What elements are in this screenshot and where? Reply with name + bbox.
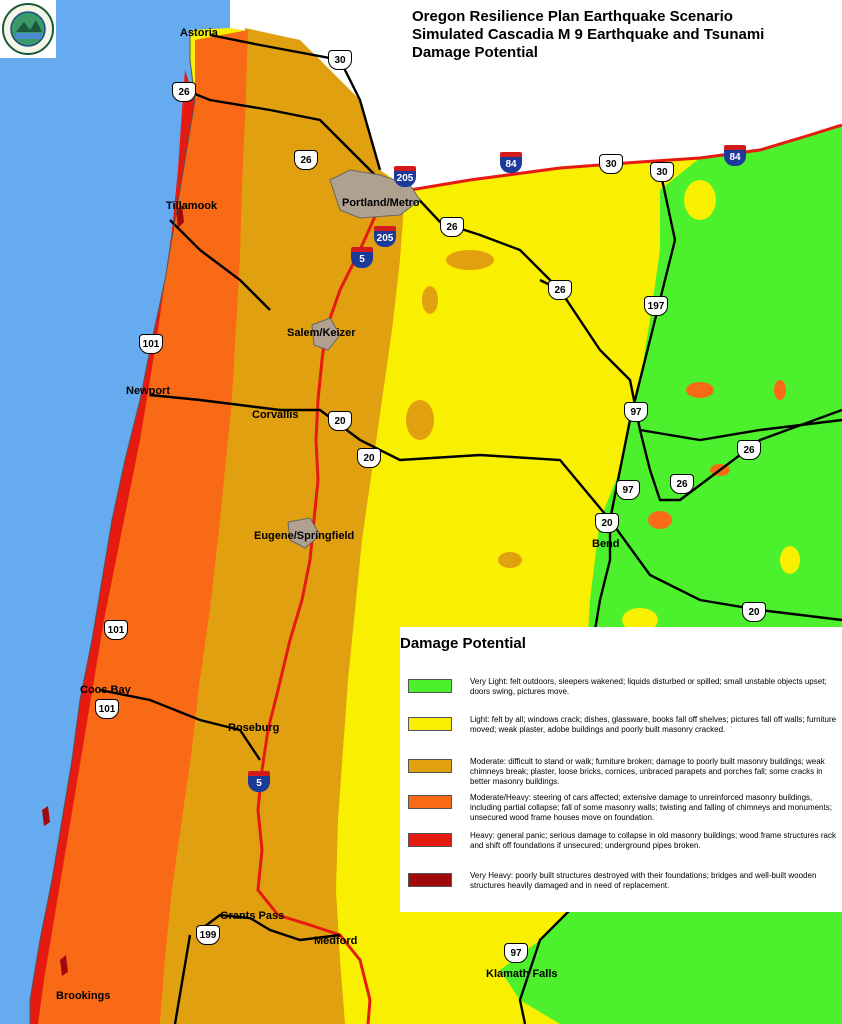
city-label: Brookings xyxy=(56,990,111,1002)
us-route-shield: 30 xyxy=(328,50,352,70)
us-route-shield: 20 xyxy=(357,448,381,468)
zone-heavy xyxy=(30,70,195,1024)
coastline xyxy=(29,30,196,1024)
title-line-2: Simulated Cascadia M 9 Earthquake and Ts… xyxy=(412,26,765,43)
city-label: Medford xyxy=(314,935,358,947)
moderate-heavy-patches xyxy=(648,380,786,529)
city-label: Grants Pass xyxy=(220,910,285,922)
legend-swatch xyxy=(408,795,452,809)
us-route-shield: 30 xyxy=(599,154,623,174)
legend-text: Very Heavy: poorly built structures dest… xyxy=(470,871,817,890)
city-label: Newport xyxy=(126,385,170,397)
interstate-shield: 205 xyxy=(394,166,416,187)
city-label: Astoria xyxy=(180,27,218,39)
seal-icon xyxy=(2,3,54,55)
city-label: Tillamook xyxy=(166,200,218,212)
interstate-shield: 84 xyxy=(500,152,522,173)
us-route-shield: 97 xyxy=(624,402,648,422)
city-label: Salem/Keizer xyxy=(287,327,356,339)
us-route-shield: 20 xyxy=(742,602,766,622)
us-route-shield: 26 xyxy=(172,82,196,102)
washington-area xyxy=(230,0,842,190)
highways xyxy=(99,33,842,1024)
us-route-shield: 26 xyxy=(548,280,572,300)
damage-patches xyxy=(406,250,522,568)
city-label: Roseburg xyxy=(228,722,280,734)
oregon-seal-logo xyxy=(0,0,56,58)
legend-swatch xyxy=(408,679,452,693)
map-title: Oregon Resilience Plan Earthquake Scenar… xyxy=(412,8,832,62)
legend-text: Very Light: felt outdoors, sleepers wake… xyxy=(470,677,827,696)
interstate-5-route xyxy=(256,204,382,1024)
city-label: Klamath Falls xyxy=(486,968,558,980)
us-route-shield: 97 xyxy=(504,943,528,963)
title-line-1: Oregon Resilience Plan Earthquake Scenar… xyxy=(412,8,733,25)
yellow-patches-east xyxy=(622,180,800,632)
legend-text: Light: felt by all; windows crack; dishe… xyxy=(470,715,837,734)
interstate-shield: 84 xyxy=(724,145,746,166)
interstate-84-route xyxy=(409,123,842,192)
legend-swatch xyxy=(408,717,452,731)
us-route-shield: 199 xyxy=(196,925,220,945)
title-line-3: Damage Potential xyxy=(412,44,538,61)
us-route-shield: 26 xyxy=(737,440,761,460)
us-route-shield: 26 xyxy=(440,217,464,237)
interstate-shield: 5 xyxy=(351,247,373,268)
us-route-shield: 20 xyxy=(595,513,619,533)
legend-title: Damage Potential xyxy=(400,635,526,652)
us-route-shield: 26 xyxy=(670,474,694,494)
legend-text: Moderate: difficult to stand or walk; fu… xyxy=(470,757,825,786)
legend-text: Moderate/Heavy: steering of cars affecte… xyxy=(470,793,832,822)
us-route-shield: 101 xyxy=(139,334,163,354)
us-route-shield: 197 xyxy=(644,296,668,316)
city-label: Bend xyxy=(592,538,620,550)
interstate-shield: 5 xyxy=(248,771,270,792)
us-route-shield: 101 xyxy=(104,620,128,640)
us-route-shield: 30 xyxy=(650,162,674,182)
interstate-shield: 205 xyxy=(374,226,396,247)
legend-swatch xyxy=(408,833,452,847)
legend-text: Heavy: general panic; serious damage to … xyxy=(470,831,836,850)
city-label: Coos Bay xyxy=(80,684,131,696)
zone-moderate-heavy xyxy=(30,30,248,1024)
us-route-shield: 26 xyxy=(294,150,318,170)
legend: Damage Potential Very Light: felt outdoo… xyxy=(400,627,842,912)
city-label: Eugene/Springfield xyxy=(254,530,355,542)
us-route-shield: 97 xyxy=(616,480,640,500)
zone-moderate xyxy=(160,28,405,1024)
legend-swatch xyxy=(408,759,452,773)
city-label: Corvallis xyxy=(252,409,299,421)
legend-swatch xyxy=(408,873,452,887)
us-route-shield: 101 xyxy=(95,699,119,719)
us-route-shield: 20 xyxy=(328,411,352,431)
city-label: Portland/Metro xyxy=(342,197,420,209)
